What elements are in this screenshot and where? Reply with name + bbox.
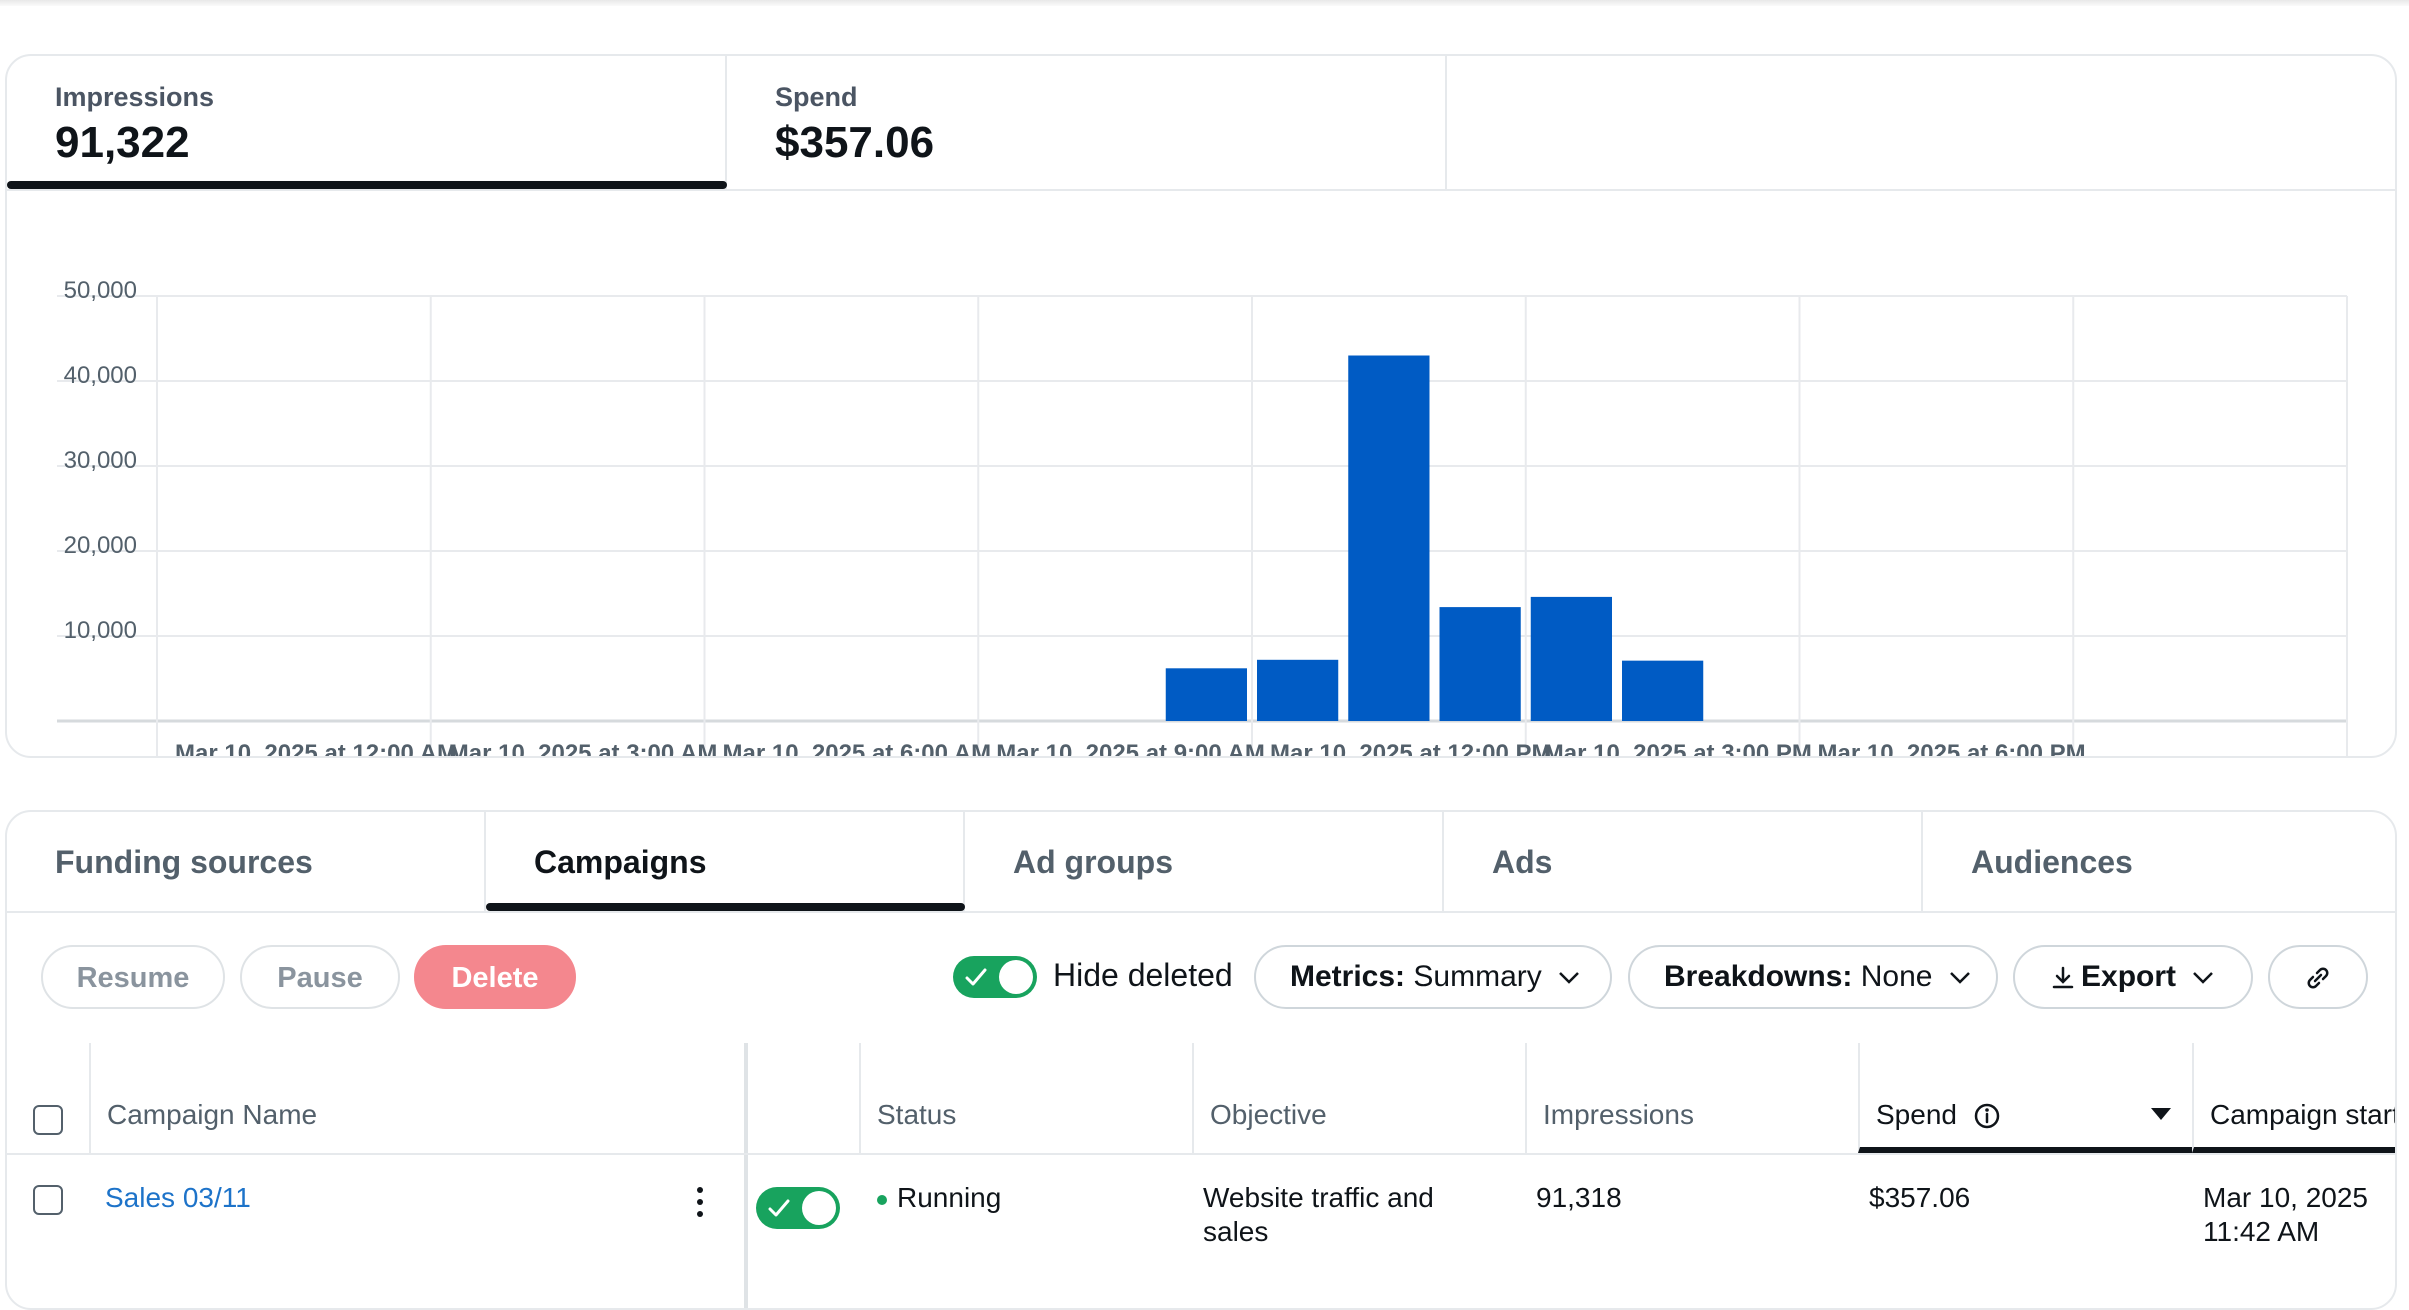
chevron-down-icon xyxy=(1949,972,1970,984)
toggle-knob xyxy=(802,1191,836,1225)
objective-cell: Website traffic and sales xyxy=(1203,1181,1434,1249)
column-header-objective[interactable]: Objective xyxy=(1192,1043,1525,1153)
metrics-dropdown[interactable]: Metrics: Summary xyxy=(1254,945,1612,1009)
breakdowns-dropdown-key: Breakdowns: xyxy=(1664,960,1853,993)
hide-deleted-label: Hide deleted xyxy=(1053,957,1233,993)
column-header-spend[interactable]: Spend xyxy=(1858,1043,2192,1153)
objective-line: Website traffic and xyxy=(1203,1182,1434,1213)
sort-descending-icon[interactable] xyxy=(2150,1107,2172,1121)
hide-deleted-toggle[interactable] xyxy=(953,956,1037,998)
row-checkbox[interactable] xyxy=(33,1185,63,1215)
pause-button[interactable]: Pause xyxy=(240,945,400,1009)
table-header: Campaign Name Status Objective Impressio… xyxy=(7,1043,2395,1155)
select-all-checkbox[interactable] xyxy=(33,1105,63,1135)
status-cell: Running xyxy=(877,1181,1001,1215)
tab-active-indicator xyxy=(486,903,965,911)
export-dropdown[interactable]: Export xyxy=(2013,945,2253,1009)
column-header-toggle xyxy=(744,1043,859,1153)
impressions-cell: 91,318 xyxy=(1536,1182,1622,1213)
tab-audiences[interactable]: Audiences xyxy=(1971,844,2133,880)
metric-value: $357.06 xyxy=(775,118,935,167)
metrics-card: Impressions 91,322 Spend $357.06 50,000 4… xyxy=(5,54,2397,758)
y-tick-label: 10,000 xyxy=(64,617,137,644)
column-header-campaign-name[interactable]: Campaign Name xyxy=(89,1043,744,1153)
info-icon[interactable] xyxy=(1973,1102,2001,1130)
y-tick-label: 50,000 xyxy=(64,277,137,304)
chart-bar xyxy=(1622,660,1704,721)
metrics-dropdown-key: Metrics: xyxy=(1290,960,1406,993)
x-tick-label: Mar 10, 2025 at 3:00 AM xyxy=(449,740,718,758)
impressions-bar-chart: 50,000 40,000 30,000 20,000 10,000 Mar 10, 20… xyxy=(57,277,2348,758)
campaign-start-cell: Mar 10, 2025 11:42 AM xyxy=(2203,1181,2368,1249)
column-header-impressions[interactable]: Impressions xyxy=(1525,1043,1858,1153)
x-tick-label: Mar 10, 2025 at 6:00 AM xyxy=(723,740,992,758)
link-icon xyxy=(2307,967,2329,989)
copy-link-button[interactable] xyxy=(2268,945,2368,1009)
status-running-dot xyxy=(877,1194,887,1205)
chart-bar xyxy=(1165,668,1247,721)
y-tick-label: 30,000 xyxy=(64,447,137,474)
metric-tab-spend[interactable]: Spend $357.06 xyxy=(727,56,1447,189)
top-shadow-bar xyxy=(0,0,2409,6)
campaign-start-time: 11:42 AM xyxy=(2203,1216,2320,1247)
toggle-knob xyxy=(999,960,1033,994)
breakdowns-dropdown-value: None xyxy=(1860,960,1933,993)
objective-line: sales xyxy=(1203,1216,1269,1247)
tab-ads[interactable]: Ads xyxy=(1444,812,1923,911)
tab-ad-groups[interactable]: Ad groups xyxy=(965,812,1444,911)
column-header-status[interactable]: Status xyxy=(859,1043,1192,1153)
download-icon xyxy=(2052,966,2074,989)
metric-value: 91,322 xyxy=(55,118,190,167)
column-header-campaign-start[interactable]: Campaign start xyxy=(2192,1043,2395,1153)
y-tick-label: 20,000 xyxy=(64,532,137,559)
campaign-start-date: Mar 10, 2025 xyxy=(2203,1182,2368,1213)
divider xyxy=(7,189,2395,191)
metric-tab-impressions[interactable]: Impressions 91,322 xyxy=(7,56,727,189)
export-label: Export xyxy=(2081,960,2177,993)
x-tick-label: Mar 10, 2025 at 6:00 PM xyxy=(1818,740,2086,758)
spend-cell: $357.06 xyxy=(1869,1182,1971,1213)
campaign-active-toggle[interactable] xyxy=(756,1187,840,1229)
metric-tab-empty xyxy=(1447,56,2395,189)
chart-bar xyxy=(1257,659,1339,721)
delete-button[interactable]: Delete xyxy=(414,945,576,1009)
chevron-down-icon xyxy=(1559,972,1579,984)
breakdowns-dropdown[interactable]: Breakdowns: None xyxy=(1628,945,1998,1009)
metric-label: Spend xyxy=(775,82,858,112)
x-tick-label: Mar 10, 2025 at 12:00 PM xyxy=(1270,740,1552,758)
campaigns-card: Funding sources Campaigns Ad groups Ads … xyxy=(5,810,2397,1310)
status-text: Running xyxy=(897,1182,1002,1213)
check-icon xyxy=(768,1199,790,1217)
y-tick-label: 40,000 xyxy=(64,362,137,389)
chevron-down-icon xyxy=(2193,972,2214,984)
more-options-icon[interactable] xyxy=(697,1187,703,1223)
metric-tab-active-indicator xyxy=(7,181,727,189)
resume-button[interactable]: Resume xyxy=(41,945,225,1009)
entity-tabs: Funding sources Campaigns Ad groups Ads … xyxy=(7,812,2395,913)
chart-bar xyxy=(1348,355,1430,721)
table-row: Sales 03/11 Running Website traffic and … xyxy=(7,1155,2395,1308)
metrics-dropdown-value: Summary xyxy=(1413,960,1542,993)
check-icon xyxy=(965,968,987,986)
x-tick-label: Mar 10, 2025 at 9:00 AM xyxy=(996,740,1265,758)
column-header-spend-label: Spend xyxy=(1876,1099,1957,1130)
x-tick-label: Mar 10, 2025 at 12:00 AM xyxy=(175,740,457,758)
campaign-name-link[interactable]: Sales 03/11 xyxy=(105,1182,251,1213)
chart-bar xyxy=(1530,596,1612,721)
metric-label: Impressions xyxy=(55,82,215,112)
x-tick-label: Mar 10, 2025 at 3:00 PM xyxy=(1544,740,1812,758)
chart-bar xyxy=(1439,607,1521,721)
tab-campaigns[interactable]: Campaigns xyxy=(486,812,965,911)
toolbar: Resume Pause Delete Hide deleted Metrics… xyxy=(7,913,2395,1043)
column-separator xyxy=(744,1155,748,1308)
tab-funding-sources[interactable]: Funding sources xyxy=(7,812,486,911)
